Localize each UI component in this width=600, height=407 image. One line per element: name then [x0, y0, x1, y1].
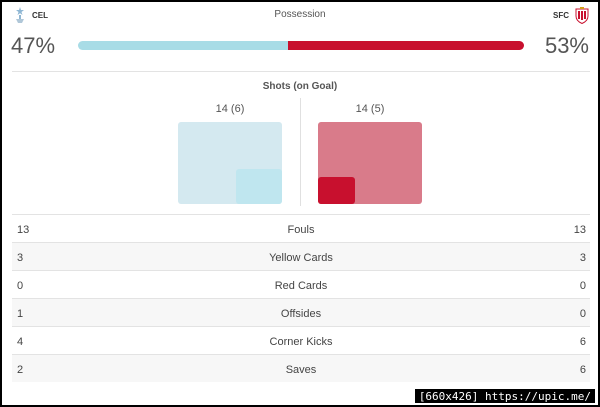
- away-shots-on-goal-box: [318, 177, 355, 204]
- stat-label: Corner Kicks: [269, 336, 333, 348]
- possession-bar-home: [78, 41, 288, 50]
- stat-away-value: 6: [579, 336, 586, 348]
- possession-bar-away: [287, 41, 524, 50]
- home-shots-value: 14 (6): [215, 103, 245, 115]
- stat-home-value: 1: [17, 308, 24, 320]
- stat-home-value: 2: [17, 364, 24, 376]
- shots-separator: [300, 98, 301, 206]
- stat-away-value: 0: [579, 308, 586, 320]
- away-team[interactable]: SFC: [553, 7, 589, 25]
- stat-row: 13 Fouls 13: [12, 214, 590, 242]
- stat-away-value: 13: [573, 224, 586, 236]
- stat-label: Saves: [285, 364, 317, 376]
- stat-home-value: 3: [17, 252, 24, 264]
- stat-label: Fouls: [287, 224, 315, 236]
- section-divider: [12, 71, 590, 72]
- stat-home-value: 4: [17, 336, 24, 348]
- celta-crest-icon: [14, 7, 26, 24]
- stat-label: Yellow Cards: [269, 252, 333, 264]
- home-team[interactable]: CEL: [14, 7, 48, 24]
- home-team-abbr: CEL: [32, 11, 48, 20]
- away-shots-box: [318, 122, 422, 204]
- watermark: [660x426] https://upic.me/: [413, 388, 596, 404]
- away-team-abbr: SFC: [553, 11, 569, 20]
- stat-row: 0 Red Cards 0: [12, 270, 590, 298]
- possession-title: Possession: [274, 9, 326, 20]
- stat-away-value: 3: [579, 252, 586, 264]
- home-shots-box: [178, 122, 282, 204]
- sevilla-crest-icon: [575, 7, 589, 25]
- away-possession-value: 53%: [544, 33, 589, 58]
- possession-bar: [78, 41, 524, 50]
- stat-row: 1 Offsides 0: [12, 298, 590, 326]
- stat-away-value: 0: [579, 280, 586, 292]
- stat-home-value: 13: [17, 224, 30, 236]
- stat-row: 2 Saves 6: [12, 354, 590, 382]
- stats-table: 13 Fouls 13 3 Yellow Cards 3 0 Red Cards 0 1 Offsi…: [12, 214, 590, 382]
- stat-away-value: 6: [579, 364, 586, 376]
- shots-title: Shots (on Goal): [262, 81, 338, 92]
- home-possession-value: 47%: [11, 33, 56, 58]
- stat-row: 4 Corner Kicks 6: [12, 326, 590, 354]
- stat-row: 3 Yellow Cards 3: [12, 242, 590, 270]
- stat-label: Offsides: [280, 308, 322, 320]
- away-shots-value: 14 (5): [355, 103, 385, 115]
- stat-label: Red Cards: [274, 280, 328, 292]
- possession-header: CEL Possession SFC 47% 53%: [2, 2, 598, 72]
- home-shots-on-goal-box: [236, 169, 282, 204]
- stat-home-value: 0: [17, 280, 24, 292]
